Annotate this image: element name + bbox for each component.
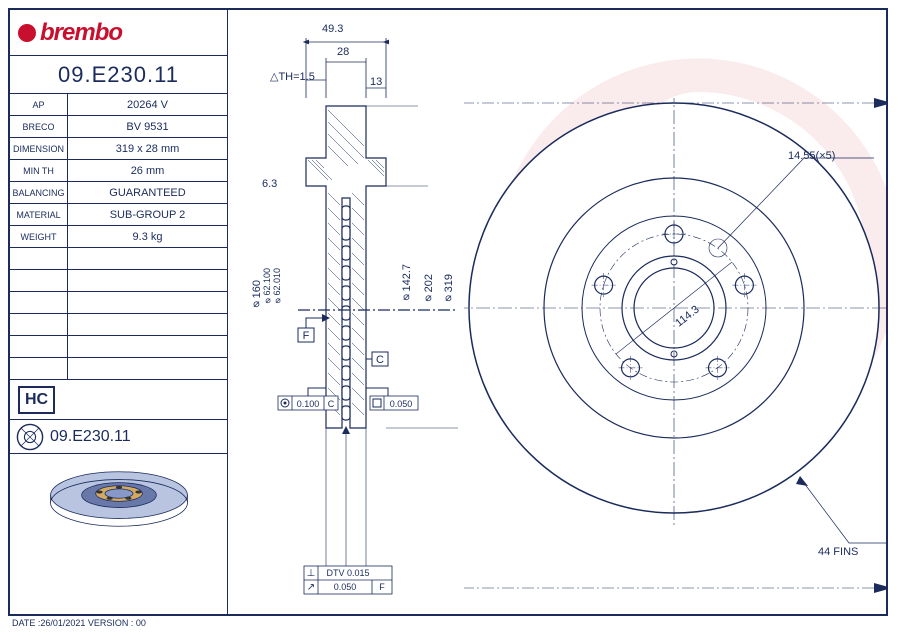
svg-text:0.050: 0.050 bbox=[390, 399, 413, 409]
spec-label: DIMENSION bbox=[10, 138, 68, 159]
part-number-row: 09.E230.11 bbox=[10, 420, 227, 454]
dim-phi-202: ⌀202 bbox=[422, 274, 435, 305]
spec-label: MATERIAL bbox=[10, 204, 68, 225]
spec-value: SUB-GROUP 2 bbox=[68, 204, 227, 225]
drawing-area: F C 0.100 C bbox=[228, 10, 888, 614]
iso-view-cell bbox=[10, 454, 227, 544]
brand-logo: brembo bbox=[40, 19, 122, 47]
spec-row: DIMENSION 319 x 28 mm bbox=[10, 138, 227, 160]
iso-disc-render bbox=[29, 464, 209, 534]
spec-label: BALANCING bbox=[10, 182, 68, 203]
spec-row: WEIGHT 9.3 kg bbox=[10, 226, 227, 248]
dim-phi-319: ⌀319 bbox=[442, 274, 455, 305]
empty-row bbox=[10, 248, 227, 270]
spec-row: BALANCING GUARANTEED bbox=[10, 182, 227, 204]
side-section-view: F C 0.100 C bbox=[258, 18, 458, 608]
spec-row: MIN TH 26 mm bbox=[10, 160, 227, 182]
spec-label: MIN TH bbox=[10, 160, 68, 181]
dim-phi-62-010: ⌀62.010 bbox=[272, 268, 282, 306]
spec-value: 9.3 kg bbox=[68, 226, 227, 247]
svg-text:F: F bbox=[303, 330, 310, 342]
empty-row bbox=[10, 358, 227, 380]
dim-phi-142-7: ⌀142.7 bbox=[400, 264, 413, 305]
dim-28: 28 bbox=[337, 46, 349, 58]
svg-text:0.100: 0.100 bbox=[297, 399, 320, 409]
spec-value: 26 mm bbox=[68, 160, 227, 181]
empty-row bbox=[10, 336, 227, 358]
svg-text:C: C bbox=[328, 399, 335, 409]
spec-value: GUARANTEED bbox=[68, 182, 227, 203]
spec-value: 20264 V bbox=[68, 94, 227, 115]
svg-text:⊥: ⊥ bbox=[307, 568, 316, 579]
dim-fins: 44 FINS bbox=[818, 546, 858, 558]
dim-49-3: 49.3 bbox=[322, 23, 343, 35]
svg-text:C: C bbox=[376, 354, 384, 366]
spec-label: WEIGHT bbox=[10, 226, 68, 247]
dim-phi-62-100: ⌀62.100 bbox=[262, 268, 272, 306]
svg-text:↗: ↗ bbox=[307, 582, 315, 593]
logo-cell: brembo bbox=[10, 10, 227, 56]
front-view: 114.3 bbox=[464, 98, 888, 614]
spec-row: BRECO BV 9531 bbox=[10, 116, 227, 138]
part-number-2: 09.E230.11 bbox=[50, 428, 131, 446]
spec-row: MATERIAL SUB-GROUP 2 bbox=[10, 204, 227, 226]
dim-bolt: 14.55(×5) bbox=[788, 150, 835, 162]
spec-panel: brembo 09.E230.11 AP 20264 V BRECO BV 95… bbox=[10, 10, 228, 614]
logo-dot-icon bbox=[18, 24, 36, 42]
svg-text:F: F bbox=[379, 582, 385, 592]
spec-label: BRECO bbox=[10, 116, 68, 137]
empty-row bbox=[10, 270, 227, 292]
footer-text: DATE :26/01/2021 VERSION : 00 bbox=[12, 618, 146, 628]
dim-th: △TH=1.5 bbox=[270, 70, 315, 83]
disc-icon bbox=[16, 423, 44, 451]
svg-text:DTV 0.015: DTV 0.015 bbox=[326, 568, 369, 578]
hc-badge: HC bbox=[18, 386, 55, 414]
spec-value: 319 x 28 mm bbox=[68, 138, 227, 159]
spec-value: BV 9531 bbox=[68, 116, 227, 137]
svg-text:0.050: 0.050 bbox=[334, 582, 357, 592]
empty-row bbox=[10, 292, 227, 314]
spec-label: AP bbox=[10, 94, 68, 115]
spec-row: AP 20264 V bbox=[10, 94, 227, 116]
empty-row bbox=[10, 314, 227, 336]
dim-13: 13 bbox=[370, 76, 382, 88]
dim-6-3: 6.3 bbox=[262, 178, 277, 190]
drawing-frame: brembo 09.E230.11 AP 20264 V BRECO BV 95… bbox=[8, 8, 888, 616]
part-number: 09.E230.11 bbox=[10, 56, 227, 94]
hc-cell: HC bbox=[10, 380, 227, 420]
